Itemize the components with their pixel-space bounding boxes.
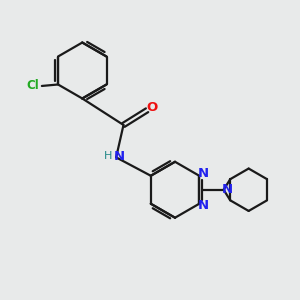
Text: O: O [147,101,158,114]
Text: N: N [222,183,233,196]
Text: N: N [113,150,124,163]
Text: Cl: Cl [27,80,40,92]
Text: N: N [197,167,208,180]
Text: N: N [197,200,208,212]
Text: H: H [104,151,112,161]
